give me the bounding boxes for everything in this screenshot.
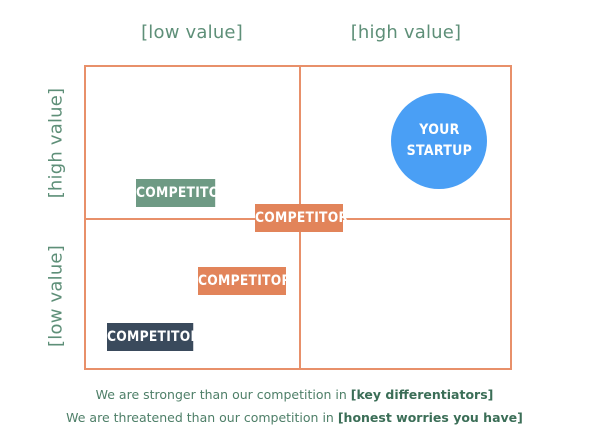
competitor-badge-orange: COMPETITOR (198, 267, 291, 295)
competitor-badge-navy: COMPETITOR (107, 323, 200, 351)
column-label-high-value: [high value] (350, 22, 462, 43)
footer-strengths-text: We are stronger than our competition in (95, 387, 351, 402)
competitor-badge-orange-center: COMPETITOR (255, 204, 348, 232)
row-label-high-value: [high value] (45, 87, 67, 199)
row-label-low-value: [low value] (45, 245, 67, 347)
startup-label-line1: YOUR (418, 122, 460, 138)
footer-threats-line: We are threatened than our competition i… (0, 410, 589, 425)
footer-threats-emphasis: [honest worries you have] (337, 410, 523, 425)
footer-threats-text: We are threatened than our competition i… (66, 410, 338, 425)
startup-label-line2: STARTUP (406, 143, 472, 159)
footer-strengths-emphasis: [key differentiators] (350, 387, 494, 402)
your-startup-circle: YOUR STARTUP (391, 93, 487, 189)
competitor-badge-green: COMPETITOR (136, 179, 229, 207)
column-label-low-value: [low value] (141, 22, 243, 43)
footer-strengths-line: We are stronger than our competition in … (0, 387, 589, 402)
